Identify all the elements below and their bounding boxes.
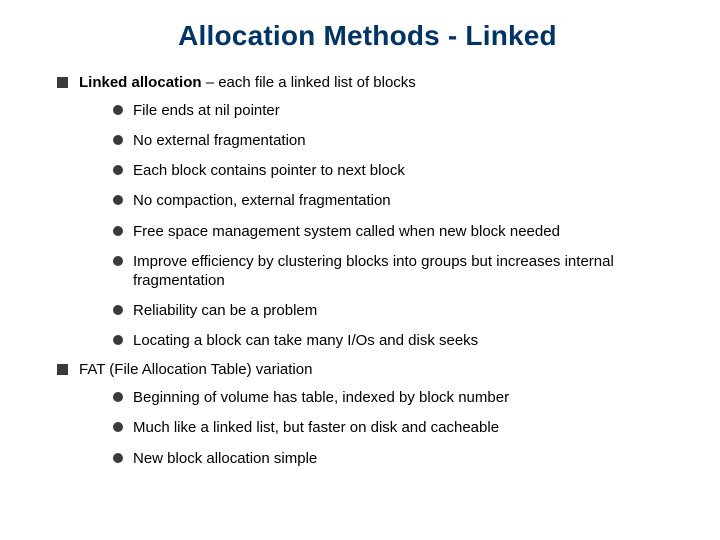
bullet-list-level2: Beginning of volume has table, indexed b… — [113, 388, 680, 468]
bullet-bold: Linked allocation — [79, 74, 202, 91]
sub-bullet-item: Free space management system called when… — [113, 222, 680, 241]
sub-bullet-item: No external fragmentation — [113, 131, 680, 150]
sub-bullet-item: Much like a linked list, but faster on d… — [113, 418, 680, 437]
sub-bullet-item: Each block contains pointer to next bloc… — [113, 161, 680, 180]
bullet-rest: – each file a linked list of blocks — [202, 74, 416, 91]
sub-bullet-item: Beginning of volume has table, indexed b… — [113, 388, 680, 407]
sub-bullet-item: File ends at nil pointer — [113, 101, 680, 120]
sub-bullet-item: Improve efficiency by clustering blocks … — [113, 252, 680, 290]
bullet-rest: FAT (File Allocation Table) variation — [79, 361, 312, 378]
bullet-item: Linked allocation – each file a linked l… — [55, 74, 680, 350]
sub-bullet-item: No compaction, external fragmentation — [113, 191, 680, 210]
slide-title: Allocation Methods - Linked — [55, 20, 680, 52]
sub-bullet-item: Reliability can be a problem — [113, 301, 680, 320]
sub-bullet-item: New block allocation simple — [113, 449, 680, 468]
bullet-list-level1: Linked allocation – each file a linked l… — [55, 74, 680, 468]
slide: Allocation Methods - Linked Linked alloc… — [0, 0, 720, 540]
bullet-list-level2: File ends at nil pointer No external fra… — [113, 101, 680, 351]
bullet-item: FAT (File Allocation Table) variation Be… — [55, 361, 680, 467]
sub-bullet-item: Locating a block can take many I/Os and … — [113, 331, 680, 350]
